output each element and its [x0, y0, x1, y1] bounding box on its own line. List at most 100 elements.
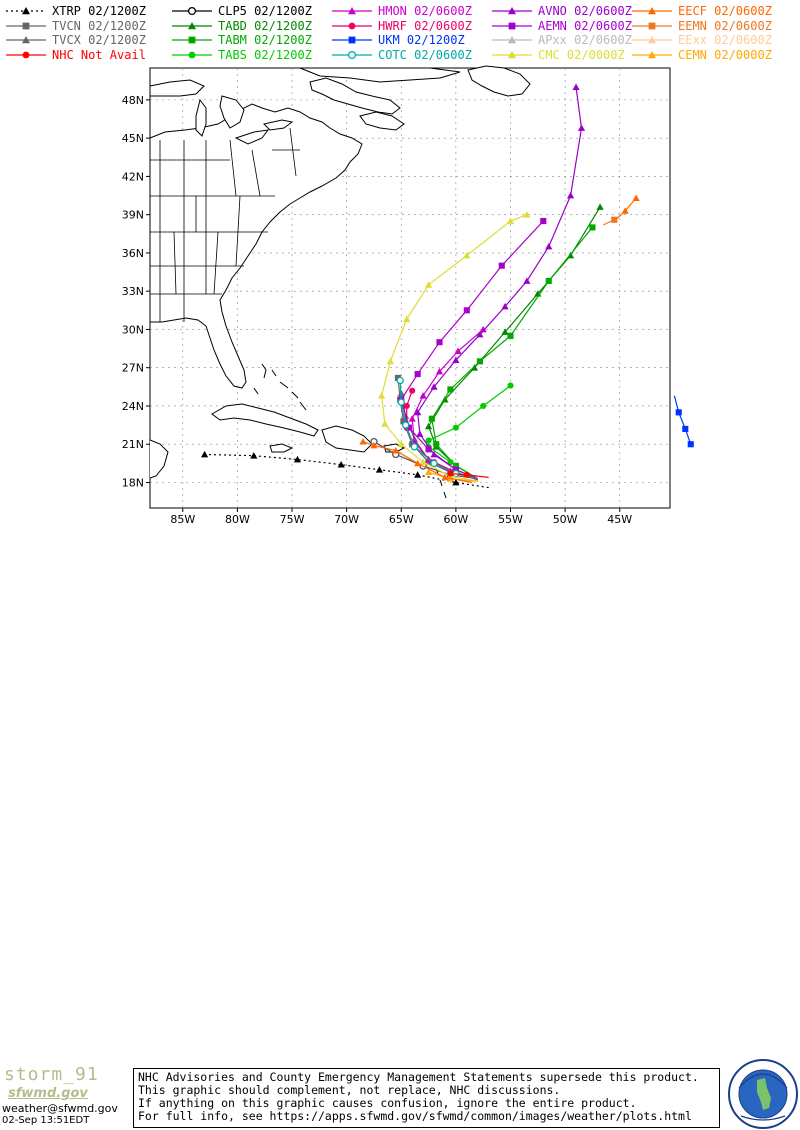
track-marker: [480, 402, 487, 410]
track-marker: [572, 83, 580, 91]
legend-item: TVCN 02/1200Z: [4, 19, 146, 33]
cuba-outline: [211, 403, 319, 437]
legend-marker-icon: [172, 51, 212, 58]
nova-scotia-outline: [359, 111, 405, 131]
legend-item: CMC 02/0000Z: [490, 48, 625, 62]
track-marker: [188, 36, 196, 44]
track-map: 48N 45N 42N 39N 36N 33N 30N 27N 24N 21N 18N 85W 80W 7…: [0, 60, 800, 530]
track-marker: [433, 441, 440, 448]
state-borders: [150, 127, 300, 322]
lat-label: 24N: [122, 400, 144, 413]
legend-marker-icon: [492, 50, 532, 58]
track-marker: [508, 22, 516, 29]
track-marker: [452, 424, 459, 431]
track-tabm: [428, 224, 596, 480]
track-marker: [410, 443, 419, 451]
track-cmc: [377, 211, 531, 482]
lon-label: 75W: [280, 513, 305, 526]
track-marker: [424, 422, 433, 430]
track-marker: [545, 242, 553, 250]
track-marker: [428, 415, 435, 422]
legend-marker-icon: [632, 7, 672, 15]
lon-label: 70W: [334, 513, 359, 526]
legend-item: UKM 02/1200Z: [330, 33, 465, 47]
legend-label: CMC 02/0000Z: [538, 47, 625, 62]
legend-label: TABD 02/1200Z: [218, 18, 312, 33]
legend-marker-icon: [492, 22, 532, 29]
legend-item: NHC Not Avail: [4, 48, 146, 62]
lon-label: 45W: [607, 513, 632, 526]
track-marker: [424, 281, 433, 288]
legend-item: EEMN 02/0600Z: [630, 19, 772, 33]
track-marker: [506, 217, 515, 224]
legend-marker-icon: [6, 51, 46, 58]
track-marker: [392, 447, 400, 454]
lat-label: 33N: [122, 285, 144, 298]
hispaniola-outline: [321, 425, 373, 453]
track-marker: [501, 328, 509, 335]
track-marker: [348, 7, 356, 15]
legend-label: CEMN 02/0000Z: [678, 47, 772, 62]
footer: storm_91 sfwmd.gov weather@sfwmd.gov 02-…: [0, 530, 800, 1129]
track-marker: [435, 367, 444, 375]
legend-item: EECF 02/0600Z: [630, 4, 772, 18]
track-eecf: [613, 194, 640, 222]
legend-item: CEMN 02/0000Z: [630, 48, 772, 62]
track-marker: [447, 470, 454, 477]
legend-item: TABM 02/1200Z: [170, 33, 312, 47]
track-marker: [401, 421, 410, 429]
track-marker: [648, 36, 656, 44]
contact-email[interactable]: weather@sfwmd.gov: [2, 1102, 118, 1115]
legend-marker-icon: [6, 7, 46, 15]
map-canvas: 48N 45N 42N 39N 36N 33N 30N 27N 24N 21N 18N 85W 80W 7…: [122, 65, 694, 526]
legend-marker-icon: [332, 22, 372, 29]
legend-label: HWRF 02/0600Z: [378, 18, 472, 33]
us-mainland-outline: [149, 103, 363, 389]
model-tracks: [201, 83, 694, 489]
track-marker: [476, 358, 483, 365]
track-marker: [589, 224, 596, 231]
track-marker: [377, 392, 386, 399]
track-marker: [425, 446, 432, 453]
axis-labels: 48N 45N 42N 39N 36N 33N 30N 27N 24N 21N 18N 85W 80W 7…: [122, 94, 633, 526]
lat-label: 30N: [122, 323, 144, 336]
legend-marker-icon: [332, 50, 372, 59]
track-marker: [408, 415, 416, 422]
track-marker: [22, 22, 30, 29]
track-marker: [476, 330, 484, 338]
track-cotc: [396, 376, 478, 480]
track-marker: [447, 386, 454, 393]
track-marker: [430, 383, 438, 390]
lake-superior-outline: [149, 79, 205, 97]
lon-label: 65W: [389, 513, 414, 526]
legend-marker-icon: [172, 6, 212, 16]
track-marker: [479, 325, 487, 333]
track-marker: [447, 459, 454, 466]
track-marker: [675, 409, 682, 416]
track-marker: [545, 277, 552, 285]
sfwmd-logo-text: sfwmd.gov: [8, 1086, 88, 1101]
lat-label: 18N: [122, 476, 144, 489]
lat-label: 27N: [122, 362, 144, 375]
track-marker: [188, 21, 196, 29]
track-marker: [414, 471, 422, 478]
track-marker: [687, 441, 694, 448]
track-marker: [405, 424, 412, 431]
track-marker: [22, 51, 30, 58]
legend-marker-icon: [6, 22, 46, 29]
legend-marker-icon: [632, 36, 672, 44]
legend-marker-icon: [632, 50, 672, 58]
track-marker: [454, 347, 462, 355]
sfwmd-seal-icon: [728, 1059, 798, 1129]
track-marker: [507, 332, 514, 339]
legend-label: TVCN 02/1200Z: [52, 18, 146, 33]
track-line: [380, 214, 528, 482]
track-marker: [201, 450, 209, 458]
disclaimer-box: NHC Advisories and County Emergency Mana…: [133, 1068, 720, 1128]
track-marker: [523, 277, 531, 284]
disclaimer-line[interactable]: For full info, see https://apps.sfwmd.go…: [138, 1109, 692, 1123]
legend-label: EEMN 02/0600Z: [678, 18, 772, 33]
legend-item: XTRP 02/1200Z: [4, 4, 146, 18]
legend-marker-icon: [492, 36, 532, 44]
track-marker: [403, 402, 410, 410]
